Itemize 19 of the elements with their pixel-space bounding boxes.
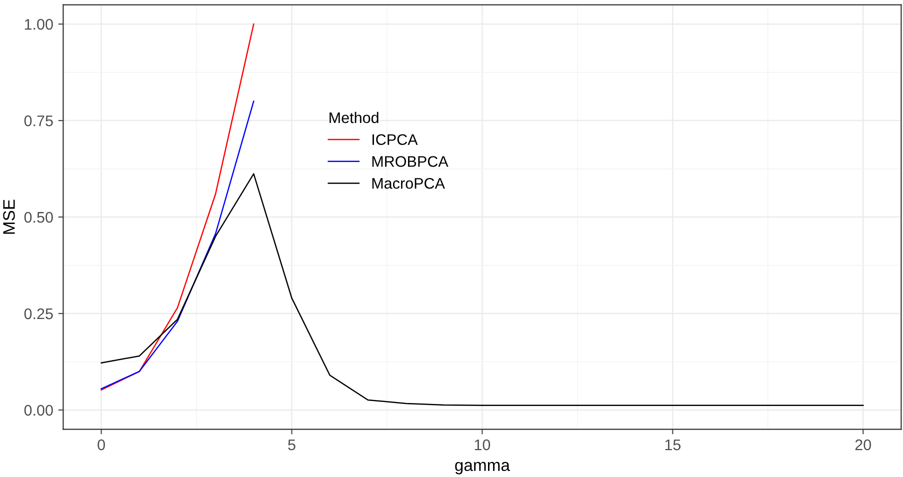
y-tick-label: 0.50 — [24, 212, 53, 223]
x-tick-label: 10 — [474, 439, 490, 450]
legend-label: MROBPCA — [372, 156, 448, 167]
y-tick-label: 0.75 — [24, 115, 53, 126]
x-tick-label: 5 — [288, 440, 296, 450]
x-tick-label: 15 — [665, 440, 681, 450]
y-tick-label: 0.00 — [24, 404, 53, 416]
y-axis-title: MSE — [3, 200, 15, 234]
line-series — [100, 173, 864, 406]
y-tick-label: 1.00 — [24, 18, 53, 30]
legend-title: Method — [330, 112, 378, 124]
legend-label: ICPCA — [372, 134, 418, 146]
x-axis-title: gamma — [455, 462, 510, 474]
line-series — [100, 100, 254, 390]
legend-label: MacroPCA — [372, 178, 445, 189]
line-series — [100, 23, 254, 391]
x-tick-label: 0 — [98, 439, 105, 450]
x-tick-label: 20 — [855, 439, 872, 450]
y-tick-label: 0.25 — [24, 308, 53, 320]
